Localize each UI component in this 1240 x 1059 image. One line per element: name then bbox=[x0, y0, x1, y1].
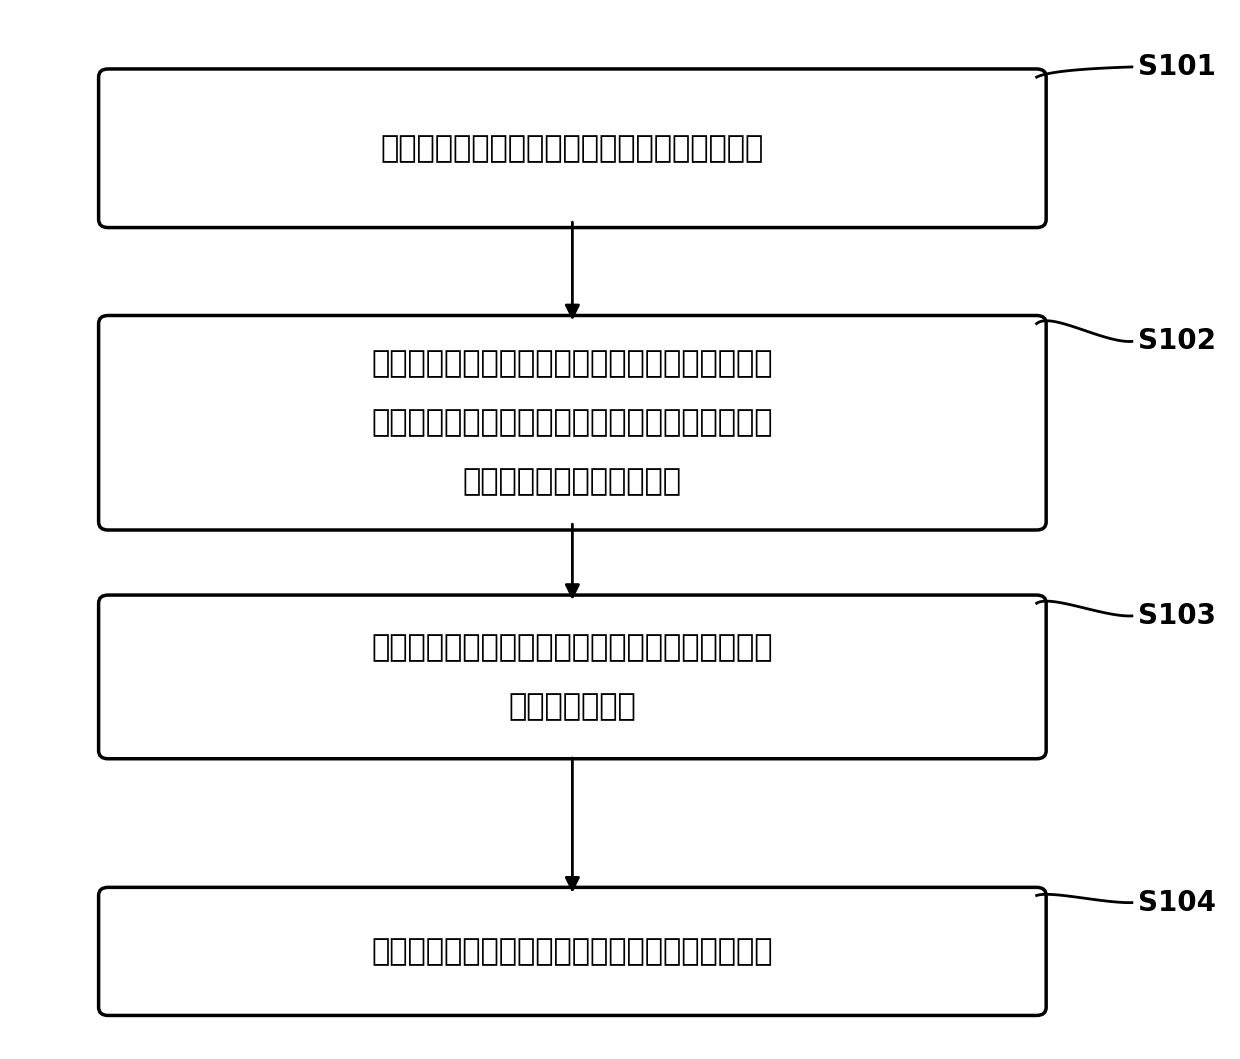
Text: 向覆铜板的第一铜箔层发射特定频率的输入信号: 向覆铜板的第一铜箔层发射特定频率的输入信号 bbox=[381, 133, 764, 163]
FancyBboxPatch shape bbox=[99, 316, 1047, 530]
Text: 输入信号穿透所述第一铜箔层及所述介质层后被所: 输入信号穿透所述第一铜箔层及所述介质层后被所 bbox=[372, 409, 773, 437]
Text: 根据所述输入信号和所述反射信号，获取到所述覆: 根据所述输入信号和所述反射信号，获取到所述覆 bbox=[372, 633, 773, 662]
Text: S103: S103 bbox=[1138, 602, 1216, 630]
FancyBboxPatch shape bbox=[99, 69, 1047, 228]
Text: S101: S101 bbox=[1138, 53, 1215, 80]
Text: S104: S104 bbox=[1138, 889, 1216, 917]
Text: 根据所述共振频率，获取到所述覆铜板的介电常数: 根据所述共振频率，获取到所述覆铜板的介电常数 bbox=[372, 937, 773, 966]
Text: 铜板的共振频率: 铜板的共振频率 bbox=[508, 692, 636, 721]
Text: 获取所述覆铜板的反射信号，所述反射信号为所述: 获取所述覆铜板的反射信号，所述反射信号为所述 bbox=[372, 349, 773, 378]
Text: 述第二铜箔层反射后的信号: 述第二铜箔层反射后的信号 bbox=[463, 467, 682, 497]
FancyBboxPatch shape bbox=[99, 887, 1047, 1016]
FancyBboxPatch shape bbox=[99, 595, 1047, 758]
Text: S102: S102 bbox=[1138, 327, 1216, 356]
